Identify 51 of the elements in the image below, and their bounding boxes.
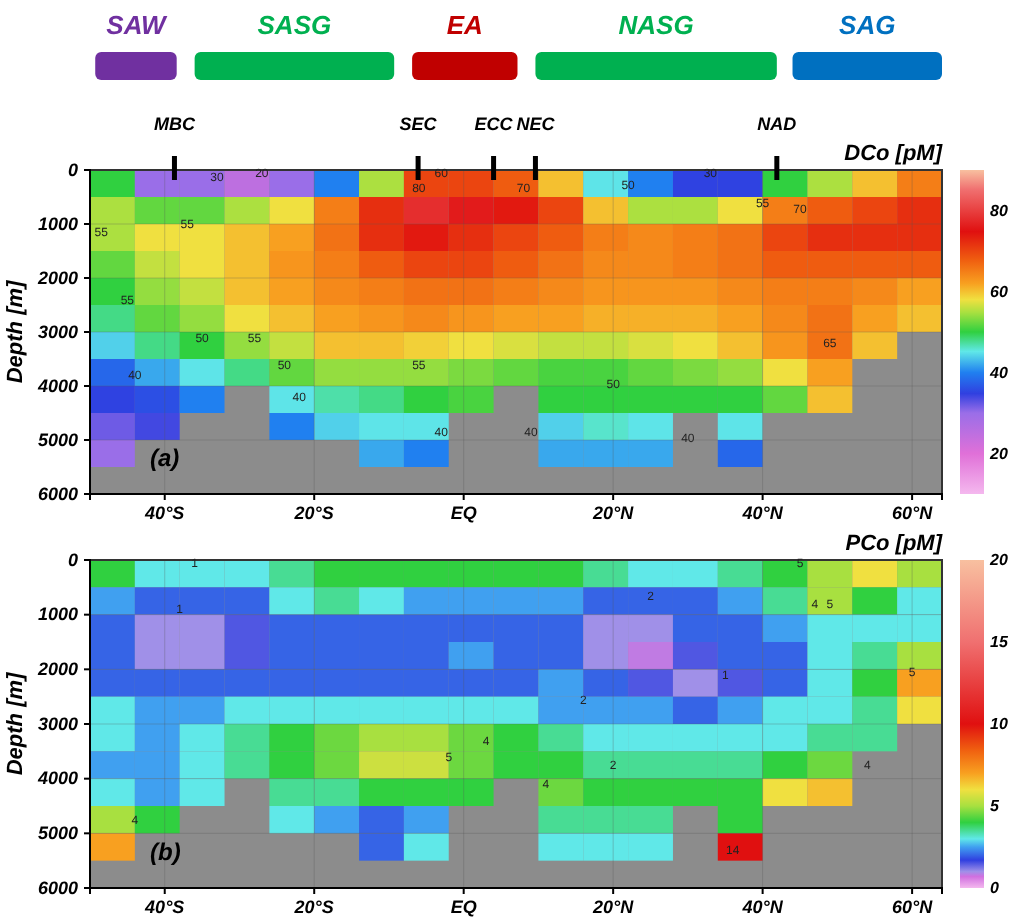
ref-line-label: NEC (516, 114, 556, 134)
text: EA (446, 10, 483, 40)
annotation: (b) (150, 838, 181, 866)
x-tick-label: 20°N (591, 502, 635, 523)
ref-line-label: NAD (757, 114, 798, 134)
x-tick-label: 40°N (740, 896, 784, 917)
y-tick-label: 4000 (35, 375, 78, 396)
y-tick-label: 2000 (35, 267, 78, 288)
x-tick-label: EQ (450, 502, 477, 523)
text: NASG (618, 10, 694, 40)
text: SASG (257, 10, 332, 40)
y-tick-label: 2000 (35, 659, 78, 680)
ref-line-label: ECC (474, 114, 514, 134)
y-tick-label: 3000 (37, 713, 78, 734)
ref-line-label: MBC (153, 114, 196, 134)
color-bar-title: DCo [pM] (844, 142, 943, 166)
x-tick-label: EQ (450, 896, 477, 917)
x-tick-label: 40°N (740, 502, 784, 523)
y-tick-label: 1000 (37, 213, 78, 234)
annotation: (a) (150, 444, 180, 472)
color-bar-label: 80 (990, 201, 1009, 220)
y-axis-title: Depth [m] (4, 280, 28, 384)
color-bar-label: 60 (990, 282, 1009, 301)
y-tick-label: 4000 (35, 768, 78, 789)
y-tick-label: 3000 (37, 321, 78, 342)
color-bar-title: PCo [pM] (845, 532, 943, 556)
color-bar-label: 0 (990, 879, 1000, 898)
color-bar-label: 20 (988, 444, 1009, 463)
color-bar-label: 10 (990, 715, 1009, 734)
y-tick-label: 1000 (37, 604, 78, 625)
x-tick-label: 20°S (292, 896, 334, 917)
x-tick-label: 60°N (892, 896, 934, 917)
y-tick-label: 5000 (37, 429, 78, 450)
text: SAG (839, 10, 896, 40)
y-tick-label: 6000 (37, 877, 78, 898)
x-tick-label: 20°S (292, 502, 334, 523)
y-tick-label: 0 (67, 549, 78, 570)
y-tick-label: 5000 (37, 823, 78, 844)
color-bar-label: 40 (988, 363, 1009, 382)
x-tick-label: 20°N (591, 896, 635, 917)
x-tick-label: 40°S (143, 502, 185, 523)
text: SAW (106, 10, 170, 40)
color-bar-label: 5 (990, 797, 1000, 816)
ref-line-label: SEC (399, 114, 438, 134)
y-axis-title: Depth [m] (4, 672, 28, 776)
x-tick-label: 60°N (892, 502, 934, 523)
x-tick-label: 40°S (143, 896, 185, 917)
color-bar-label: 20 (988, 551, 1009, 570)
color-bar-label: 15 (990, 633, 1009, 652)
y-tick-label: 0 (67, 159, 78, 180)
y-tick-label: 6000 (37, 483, 78, 504)
